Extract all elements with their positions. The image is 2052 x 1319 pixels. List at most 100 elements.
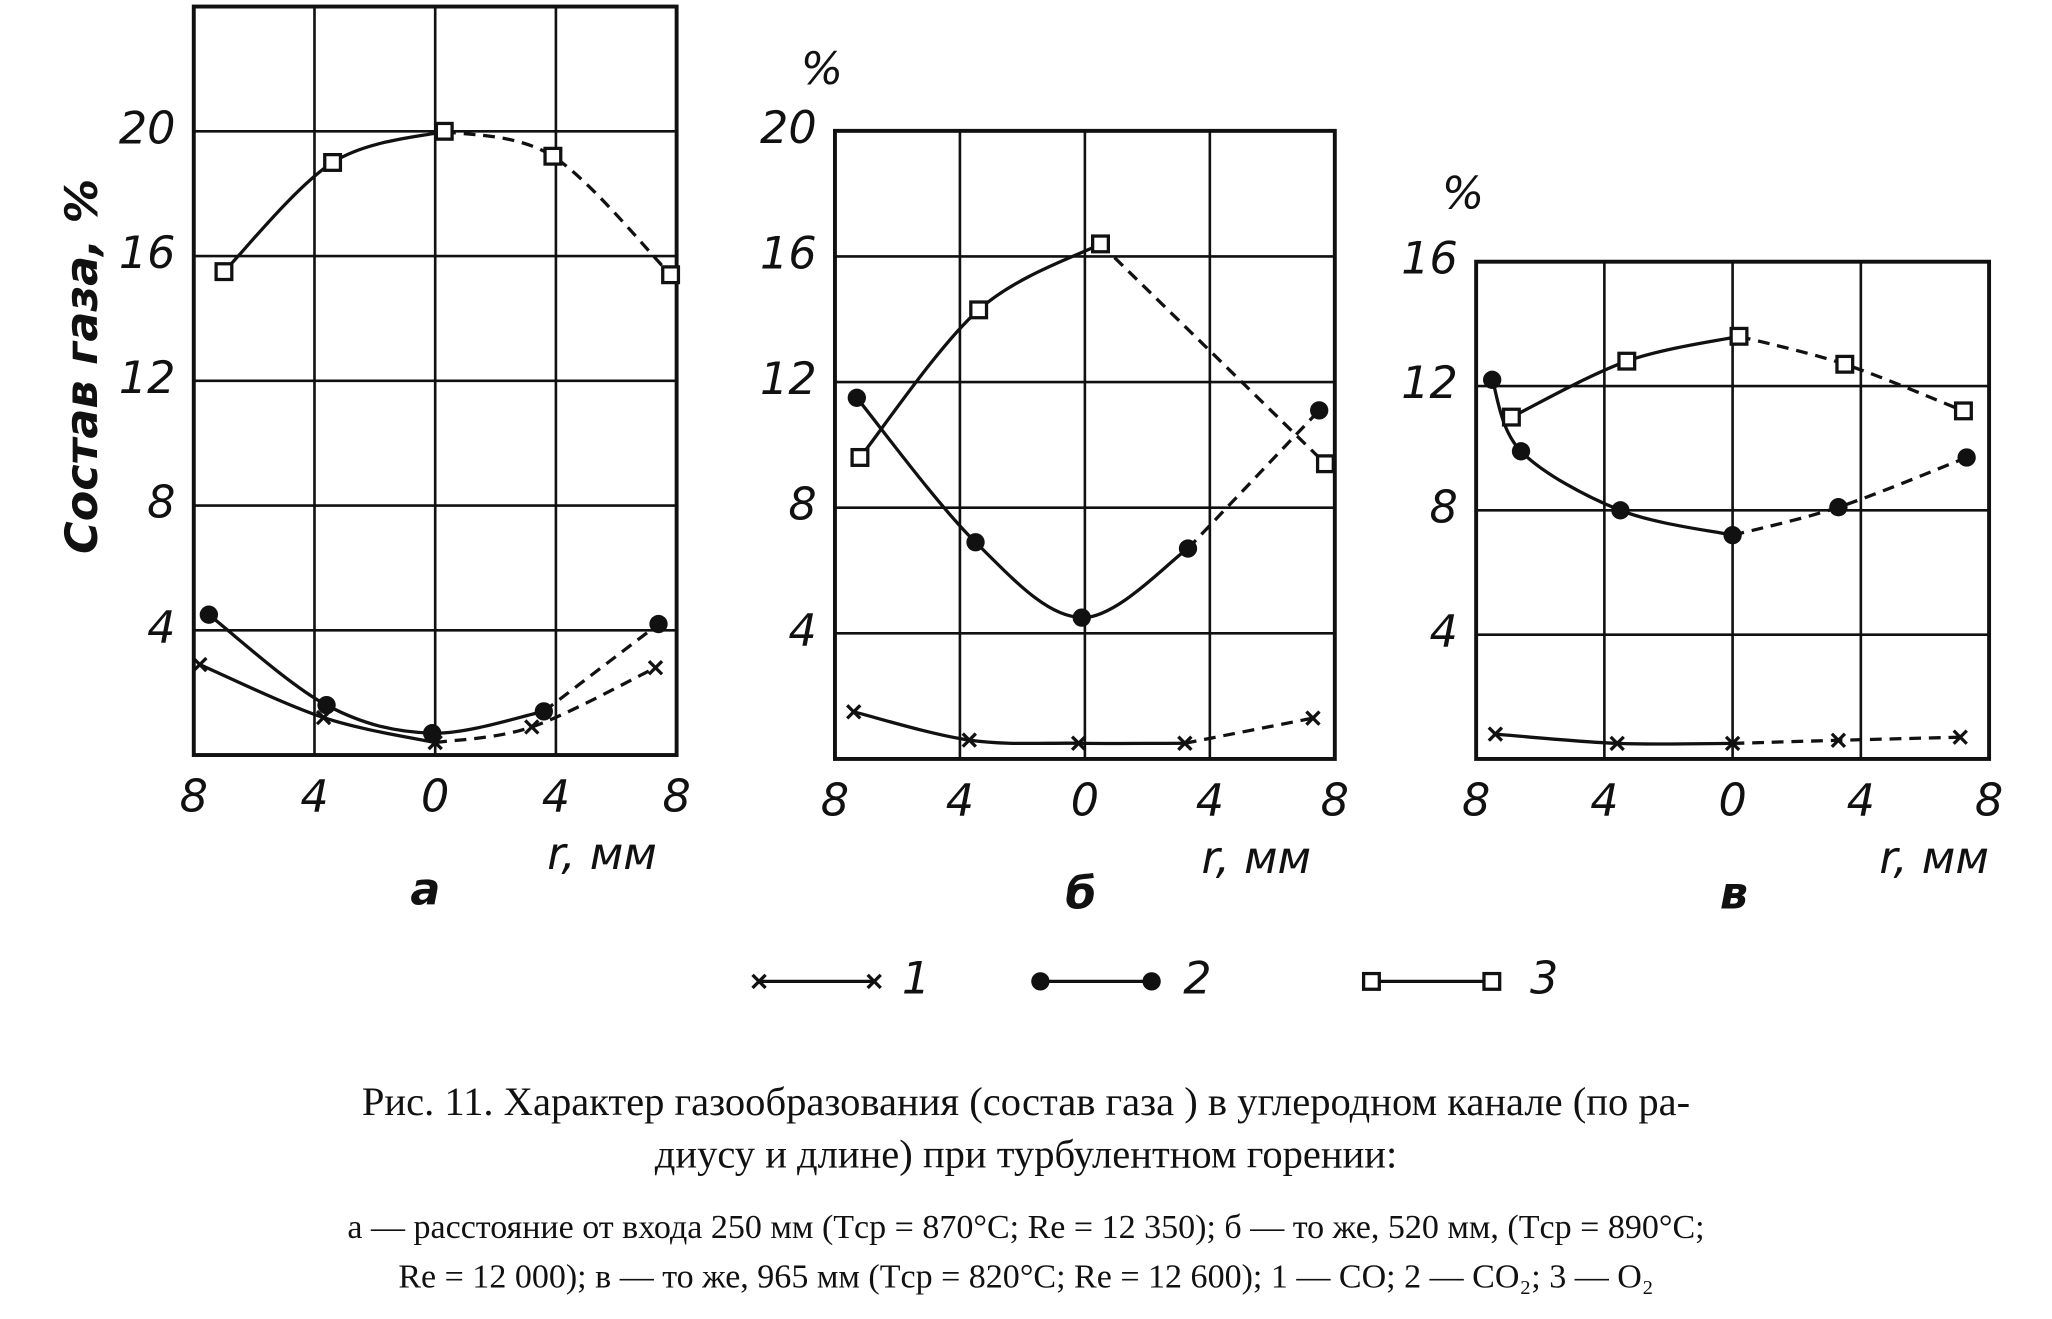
x-axis-label: r, мм (1879, 833, 1989, 884)
marker-dot (1483, 370, 1502, 389)
marker-square (661, 265, 681, 285)
marker-x (961, 732, 977, 748)
y-tick-label: 12 (119, 353, 176, 404)
marker-square (1091, 234, 1110, 254)
marker-dot (847, 388, 866, 407)
marker-stroke (1487, 726, 1504, 742)
marker-stroke (751, 973, 767, 990)
x-tick-label: 4 (1196, 775, 1224, 826)
y-tick-label: 16 (119, 228, 176, 279)
x-tick-label: 0 (421, 772, 449, 823)
marker-dot (1031, 972, 1050, 991)
marker-square (1482, 971, 1502, 991)
curve-solid (855, 396, 1189, 620)
x-tick-label: 8 (1462, 775, 1490, 826)
marker-square (323, 152, 343, 172)
y-tick-label: 8 (788, 480, 816, 531)
panel-label: а (410, 864, 440, 915)
y-tick-label: 12 (1401, 358, 1458, 409)
y-tick-label: 4 (147, 602, 175, 653)
x-tick-label: 4 (946, 775, 974, 826)
x-tick-label: 4 (542, 772, 570, 823)
marker-dot (1723, 526, 1742, 545)
marker-square (1617, 351, 1637, 371)
x-axis-label: r, мм (1201, 833, 1311, 884)
marker-square (1729, 326, 1749, 346)
curve-dashed (443, 129, 672, 276)
y-tick-label: 4 (1430, 607, 1458, 658)
marker-stroke (1609, 735, 1625, 752)
marker-x (1070, 735, 1087, 751)
marker-x (866, 973, 882, 990)
marker-stroke (845, 704, 862, 720)
marker-dot (966, 533, 985, 552)
x-tick-label: 0 (1718, 775, 1746, 826)
marker-x (1830, 732, 1847, 749)
marker-dot (1511, 442, 1531, 461)
marker-stroke (1305, 710, 1321, 726)
y-tick-label: 16 (1401, 234, 1458, 285)
x-tick-label: 8 (1321, 775, 1349, 826)
y-tick-label: 8 (1430, 482, 1458, 533)
curve-solid (207, 613, 545, 735)
marker-x (845, 704, 862, 720)
marker-dot (534, 702, 553, 721)
curve-dashed (1732, 455, 1968, 537)
caption-line: Re = 12 000); в — то же, 965 мм (Tср = 8… (398, 1259, 1653, 1296)
y-axis-label: % (801, 44, 843, 95)
marker-x (647, 660, 664, 676)
y-tick-label: 16 (760, 228, 817, 279)
marker-x (1609, 735, 1625, 752)
y-axis-label: Состав газа, % (57, 179, 108, 554)
curve-dashed (1186, 409, 1321, 550)
y-tick-label: 20 (119, 103, 176, 154)
y-tick-label: 8 (147, 478, 175, 529)
caption-line: а — расстояние от входа 250 мм (Tср = 87… (347, 1209, 1704, 1246)
marker-stroke (866, 973, 882, 990)
marker-dot (423, 724, 442, 743)
marker-square (434, 121, 454, 141)
y-tick-label: 4 (788, 605, 816, 656)
marker-x (524, 719, 540, 735)
marker-dot (1072, 608, 1091, 627)
marker-square (1315, 454, 1335, 474)
caption-line: Рис. 11. Характер газообразования (соста… (362, 1079, 1690, 1124)
marker-x (1487, 726, 1504, 742)
panel-label: б (1065, 868, 1096, 919)
marker-square (214, 262, 234, 282)
x-tick-label: 8 (821, 775, 849, 826)
curve-dashed (1184, 716, 1314, 745)
marker-square (543, 146, 563, 166)
marker-x (1724, 735, 1741, 752)
x-axis-label: r, мм (547, 829, 657, 880)
marker-dot (1142, 972, 1161, 991)
marker-stroke (1070, 735, 1087, 751)
marker-dot (199, 605, 219, 624)
marker-stroke (524, 719, 540, 735)
x-tick-label: 4 (1847, 775, 1875, 826)
curve-solid (1510, 334, 1740, 419)
curve-solid (222, 129, 445, 273)
marker-x (192, 656, 208, 673)
marker-stroke (1830, 732, 1847, 749)
x-tick-label: 8 (662, 772, 690, 823)
marker-dot (649, 614, 668, 634)
x-tick-label: 8 (180, 772, 208, 823)
y-axis-label: % (1442, 168, 1484, 219)
legend-label: 2 (1183, 953, 1211, 1004)
marker-stroke (1724, 735, 1741, 752)
marker-square (850, 447, 870, 467)
curve-dashed (1099, 242, 1327, 465)
marker-dot (1310, 401, 1329, 420)
marker-x (1305, 710, 1321, 726)
marker-stroke (192, 656, 208, 673)
caption-line: диусу и длине) при турбулентном горении: (655, 1131, 1398, 1176)
marker-stroke (647, 660, 664, 676)
marker-x (1952, 729, 1968, 745)
curve-dashed (1732, 735, 1961, 746)
curve-dashed (542, 622, 660, 713)
marker-square (1835, 354, 1855, 374)
legend-label: 1 (902, 953, 930, 1004)
x-tick-label: 4 (1590, 775, 1618, 826)
